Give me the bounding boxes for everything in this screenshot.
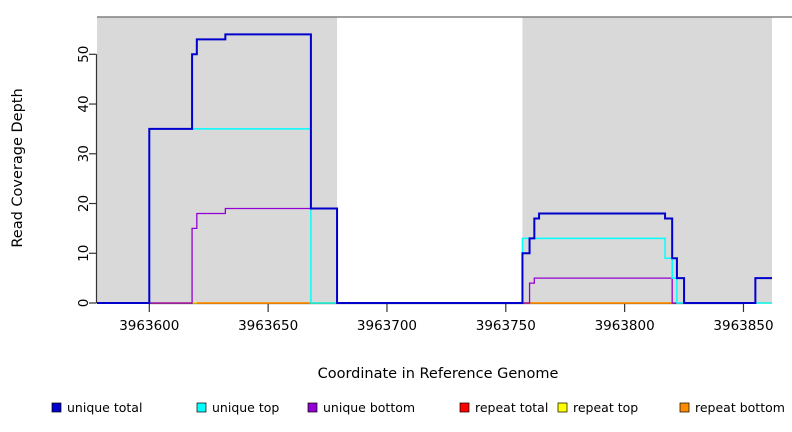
- chart-legend: unique total unique top unique bottom repea…: [51, 400, 785, 415]
- legend-swatch-repeat-top: [557, 402, 568, 413]
- legend-item-repeat-top: repeat top: [557, 400, 638, 415]
- x-axis: 3963600 3963650 3963700 3963750 3963800 39638…: [119, 302, 774, 334]
- legend-item-unique-total: unique total: [51, 400, 142, 415]
- shaded-background-bands: [97, 17, 772, 303]
- repeat-region-right: [522, 17, 772, 303]
- series-layer: [97, 33, 772, 304]
- y-tick-label: 30: [76, 145, 92, 162]
- y-tick-label: 0: [76, 299, 92, 308]
- x-tick-label: 3963850: [713, 318, 773, 334]
- y-tick-label: 10: [76, 245, 92, 262]
- x-tick-label: 3963600: [119, 318, 179, 334]
- legend-swatch-unique-total: [51, 402, 62, 413]
- legend-item-repeat-total: repeat total: [459, 400, 548, 415]
- legend-label: repeat total: [475, 400, 548, 415]
- y-tick-label: 40: [76, 95, 92, 112]
- legend-label: repeat bottom: [695, 400, 785, 415]
- repeat-region-left: [97, 17, 338, 303]
- y-tick-label: 20: [76, 195, 92, 212]
- legend-item-unique-top: unique top: [196, 400, 279, 415]
- legend-label: unique bottom: [323, 400, 415, 415]
- legend-label: unique total: [67, 400, 142, 415]
- x-axis-title: Coordinate in Reference Genome: [318, 366, 559, 382]
- x-tick-label: 3963800: [595, 318, 655, 334]
- legend-swatch-unique-top: [196, 402, 207, 413]
- y-axis: 0 10 20 30 40 50: [76, 46, 98, 308]
- y-tick-label: 50: [76, 46, 92, 63]
- legend-item-repeat-bottom: repeat bottom: [679, 400, 785, 415]
- legend-label: repeat top: [573, 400, 638, 415]
- legend-swatch-repeat-bottom: [679, 402, 690, 413]
- x-tick-label: 3963650: [238, 318, 298, 334]
- y-axis-title: Read Coverage Depth: [10, 88, 26, 247]
- series-unique-total: [97, 33, 772, 304]
- legend-swatch-unique-bottom: [307, 402, 318, 413]
- legend-label: unique top: [212, 400, 279, 415]
- x-tick-label: 3963750: [476, 318, 536, 334]
- x-tick-label: 3963700: [357, 318, 417, 334]
- legend-item-unique-bottom: unique bottom: [307, 400, 415, 415]
- legend-swatch-repeat-total: [459, 402, 470, 413]
